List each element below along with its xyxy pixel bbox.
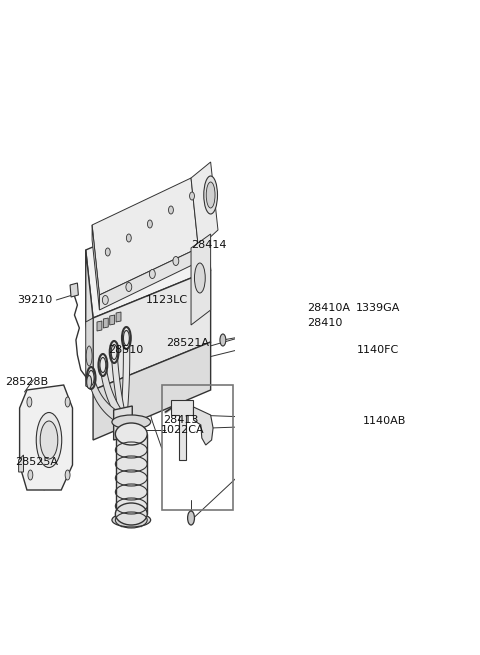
- Ellipse shape: [112, 415, 151, 429]
- Ellipse shape: [123, 331, 129, 345]
- Ellipse shape: [87, 375, 92, 388]
- Ellipse shape: [115, 423, 147, 445]
- Text: 28410: 28410: [308, 318, 343, 328]
- Ellipse shape: [147, 220, 152, 228]
- Circle shape: [220, 334, 226, 346]
- Ellipse shape: [86, 346, 92, 366]
- Ellipse shape: [40, 421, 58, 459]
- Polygon shape: [111, 351, 126, 422]
- Polygon shape: [86, 200, 211, 318]
- Ellipse shape: [173, 257, 179, 265]
- Text: 28413: 28413: [163, 415, 198, 425]
- Polygon shape: [110, 315, 115, 325]
- Polygon shape: [120, 338, 130, 421]
- Circle shape: [65, 470, 70, 480]
- Ellipse shape: [100, 358, 106, 373]
- Polygon shape: [70, 283, 78, 297]
- Polygon shape: [103, 318, 108, 328]
- Polygon shape: [92, 225, 99, 310]
- Polygon shape: [97, 321, 102, 331]
- Polygon shape: [92, 178, 198, 295]
- Polygon shape: [93, 270, 211, 390]
- Polygon shape: [116, 434, 147, 514]
- Text: 28410A: 28410A: [308, 303, 350, 313]
- Text: 1123LC: 1123LC: [146, 295, 188, 305]
- Ellipse shape: [36, 413, 62, 468]
- Polygon shape: [100, 364, 125, 425]
- Ellipse shape: [206, 182, 215, 208]
- Bar: [162, 385, 233, 510]
- Polygon shape: [116, 312, 121, 322]
- Circle shape: [188, 511, 194, 525]
- Polygon shape: [114, 406, 132, 440]
- Ellipse shape: [126, 234, 131, 242]
- Text: 28521A: 28521A: [167, 338, 210, 348]
- Ellipse shape: [112, 513, 151, 527]
- Ellipse shape: [126, 282, 132, 291]
- Text: 28525A: 28525A: [15, 457, 58, 467]
- Text: 28510: 28510: [108, 345, 143, 355]
- Text: 1140AB: 1140AB: [362, 416, 406, 426]
- Polygon shape: [99, 248, 198, 310]
- Polygon shape: [89, 375, 124, 425]
- Ellipse shape: [190, 192, 194, 200]
- Text: 28528B: 28528B: [5, 377, 48, 387]
- Text: 39210: 39210: [18, 295, 53, 305]
- Ellipse shape: [105, 248, 110, 256]
- Ellipse shape: [194, 263, 205, 293]
- Circle shape: [27, 397, 32, 407]
- Text: 1339GA: 1339GA: [356, 303, 400, 313]
- Ellipse shape: [115, 503, 147, 525]
- Circle shape: [65, 397, 70, 407]
- Text: 1140FC: 1140FC: [357, 345, 399, 355]
- Text: 1022CA: 1022CA: [161, 425, 204, 435]
- Circle shape: [28, 470, 33, 480]
- Ellipse shape: [88, 371, 94, 386]
- Text: 28414: 28414: [191, 240, 227, 250]
- Ellipse shape: [111, 345, 117, 360]
- Ellipse shape: [102, 295, 108, 305]
- Ellipse shape: [149, 269, 156, 278]
- Polygon shape: [171, 400, 193, 460]
- Polygon shape: [93, 342, 211, 440]
- Polygon shape: [86, 318, 93, 390]
- Polygon shape: [86, 250, 93, 390]
- Polygon shape: [191, 234, 211, 325]
- Ellipse shape: [204, 176, 217, 214]
- Polygon shape: [19, 455, 24, 472]
- Polygon shape: [20, 385, 72, 490]
- Polygon shape: [191, 162, 218, 248]
- Polygon shape: [193, 407, 213, 445]
- Ellipse shape: [168, 206, 173, 214]
